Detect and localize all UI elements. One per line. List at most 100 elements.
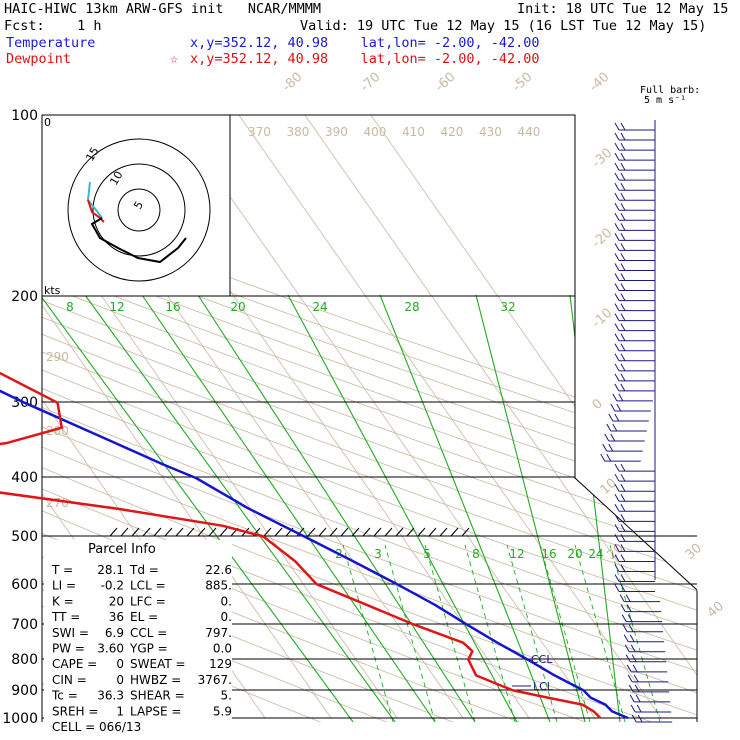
isotherm-label: -20 (590, 226, 616, 251)
isotherm-label: -10 (590, 306, 616, 331)
theta-label: 390 (325, 125, 348, 139)
level-markers: CCL LCL (512, 653, 554, 693)
parcel-row-label: CIN = (52, 673, 87, 687)
mixing-ratio-line (42, 294, 354, 722)
wind-barb-flag (627, 614, 633, 622)
hatch-mark (395, 527, 404, 537)
wind-barb-flag (623, 634, 629, 642)
parcel-row-value: 28.1 (97, 563, 124, 577)
dry-adiabat-line (42, 115, 678, 722)
hatch-mark (197, 527, 206, 537)
wind-barb-flag (610, 403, 616, 412)
mixing-ratio-line (197, 294, 476, 722)
theta-label: 440 (518, 125, 541, 139)
theta-label: 430 (479, 125, 502, 139)
moist-adiabat-line (342, 544, 394, 722)
wind-barb-flag (620, 223, 626, 231)
wind-barb-flag (614, 584, 620, 592)
dry-adiabat-line (42, 115, 343, 722)
wind-barb-flag (627, 674, 633, 683)
wind-barb-flag (618, 393, 624, 402)
wind-barb-flag (625, 654, 631, 663)
hatch-mark (384, 527, 393, 537)
wind-barb-flag (614, 323, 620, 331)
wind-barb-flag (606, 453, 612, 462)
wind-barb-flag (610, 433, 616, 442)
ccl-label: CCL (531, 653, 553, 666)
parcel-row-label: CCL = (130, 626, 167, 640)
parcel-row-label: TT = (51, 610, 80, 624)
wind-barb-flag (632, 664, 638, 673)
hatch-mark (274, 527, 283, 537)
temperature-location: x,y=352.12, 40.98 lat,lon= -2.00, -42.00 (190, 35, 540, 51)
wind-barb-flag (620, 574, 626, 582)
wind-barb-flag (614, 554, 620, 562)
wind-barb-flag (628, 624, 634, 632)
wind-barb-flag (620, 473, 626, 482)
theta-label: 380 (287, 125, 310, 139)
wind-barb-flag (620, 584, 626, 592)
parcel-row-label: SREH = (52, 704, 98, 718)
mixing-ratio-label: 12 (509, 547, 524, 561)
hatch-mark (208, 527, 217, 537)
wind-barb-flag (631, 654, 637, 663)
wind-barb-flag (614, 213, 620, 221)
isotherm-label: -60 (433, 70, 459, 95)
mixing-ratio-label: 16 (165, 300, 180, 314)
moist-adiabat-line (464, 544, 516, 722)
wind-barb-flag (614, 353, 620, 362)
wind-barb-flag (614, 514, 620, 522)
isotherm-line (370, 115, 697, 719)
parcel-row-value: 6.9 (105, 626, 124, 640)
wind-barb-flag (620, 122, 626, 131)
parcel-row-value: 20 (109, 594, 124, 608)
isotherm-label: -70 (358, 70, 384, 95)
hatch-mark (362, 527, 371, 537)
plot-title: HAIC-HIWC 13km ARW-GFS init NCAR/MMMM (4, 1, 321, 17)
wind-barb-flag (620, 604, 626, 612)
parcel-row-label: LCL = (130, 579, 166, 593)
wind-barb-flag (614, 253, 620, 261)
wind-barb-flag (608, 413, 614, 422)
parcel-info-title: Parcel Info (88, 542, 156, 557)
theta-label: 290 (46, 350, 69, 364)
hodograph-ring-label: 15 (83, 145, 101, 164)
mixing-ratio-label: 20 (230, 300, 245, 314)
isotherm-label: 30 (683, 541, 705, 563)
moist-adiabat-line (384, 544, 436, 722)
moist-adiabat-line (539, 544, 591, 722)
parcel-row-value: 129 (209, 657, 232, 671)
hodograph-ring-label: 10 (107, 169, 125, 188)
wind-barb-flag (614, 483, 620, 492)
mixing-ratio-label: 20 (567, 547, 582, 561)
hatch-mark (340, 527, 349, 537)
dry-adiabat-line (42, 115, 410, 722)
wind-barb-flag (620, 313, 626, 321)
wind-barb-flag (620, 263, 626, 271)
mixing-ratio-label: 12 (109, 300, 124, 314)
hodograph-trace-mid (87, 199, 105, 223)
temperature-legend-label: Temperature (6, 35, 96, 51)
dry-adiabat-line (42, 115, 697, 722)
wind-barb-flag (614, 192, 620, 201)
mixing-ratio-label: 5 (423, 547, 431, 561)
parcel-row-value: 0. (221, 610, 232, 624)
isotherm-line (0, 115, 1, 718)
wind-barb-flag (620, 554, 626, 562)
parcel-row-value: 797. (205, 626, 232, 640)
wind-barb-flag (620, 373, 626, 382)
wind-barb-flag (614, 373, 620, 382)
hatch-mark (307, 527, 316, 537)
parcel-row-label: Td = (129, 563, 159, 577)
dry-adiabat-line (42, 115, 697, 722)
moist-adiabat-line (506, 544, 558, 722)
wind-barb-flag (625, 594, 631, 602)
wind-barb-flag (620, 333, 626, 341)
isotherm-line (172, 115, 596, 719)
wind-barb-flag (614, 293, 620, 301)
parcel-row-value: -0.2 (101, 579, 124, 593)
theta-label: 280 (46, 424, 69, 438)
hatch-mark (109, 527, 118, 537)
wind-barb-flag (620, 283, 626, 291)
